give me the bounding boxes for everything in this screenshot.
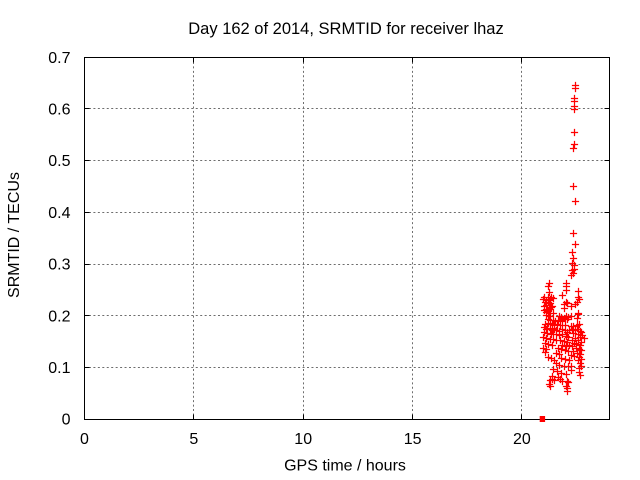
- svg-text:10: 10: [294, 431, 312, 448]
- svg-text:0.5: 0.5: [48, 153, 70, 170]
- svg-text:0.3: 0.3: [48, 257, 70, 274]
- svg-text:0.6: 0.6: [48, 102, 70, 119]
- svg-text:15: 15: [404, 431, 422, 448]
- svg-text:0: 0: [80, 431, 89, 448]
- svg-text:0.4: 0.4: [48, 205, 70, 222]
- svg-text:0.2: 0.2: [48, 308, 70, 325]
- svg-text:20: 20: [513, 431, 531, 448]
- svg-text:0.7: 0.7: [48, 50, 70, 67]
- svg-text:SRMTID / TECUs: SRMTID / TECUs: [6, 172, 23, 298]
- svg-text:Day 162 of 2014, SRMTID for re: Day 162 of 2014, SRMTID for receiver lha…: [188, 20, 503, 38]
- svg-text:5: 5: [189, 431, 198, 448]
- svg-text:0.1: 0.1: [48, 360, 70, 377]
- svg-text:0: 0: [62, 412, 71, 429]
- svg-text:GPS time / hours: GPS time / hours: [284, 458, 406, 475]
